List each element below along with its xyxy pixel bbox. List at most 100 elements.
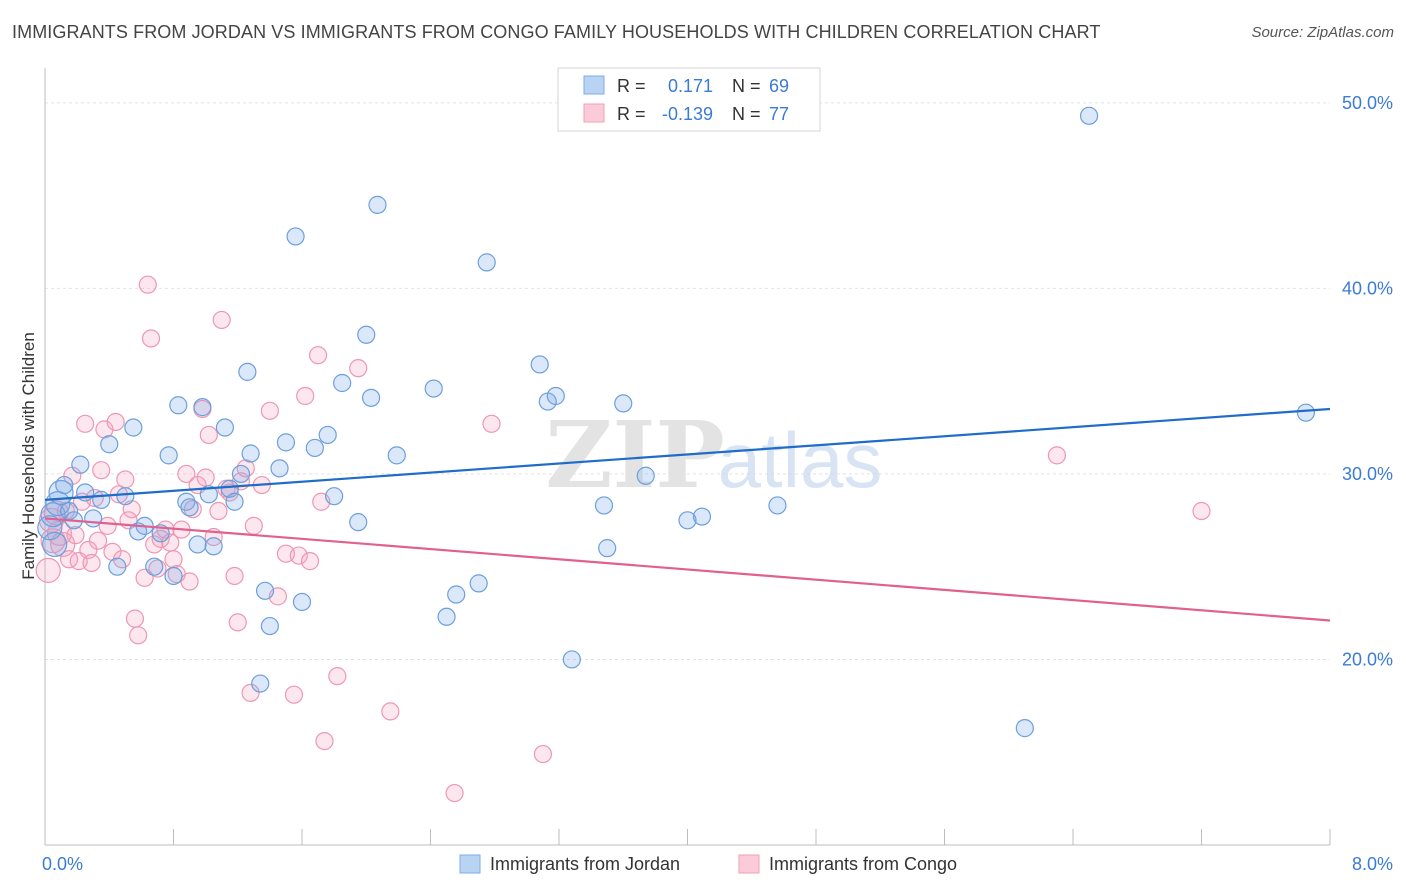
jordan-point xyxy=(116,487,135,506)
congo-point xyxy=(98,516,117,535)
congo-point xyxy=(209,501,228,521)
congo-point xyxy=(289,546,308,565)
jordan-point xyxy=(100,435,119,454)
congo-point xyxy=(315,731,334,751)
congo-point xyxy=(106,412,125,432)
congo-point xyxy=(241,683,260,702)
x-tick-labels: 0.0% 8.0% xyxy=(42,854,1393,874)
congo-point xyxy=(300,552,320,571)
jordan-point xyxy=(286,227,305,246)
jordan-point xyxy=(251,674,270,693)
congo-point xyxy=(533,744,553,764)
jordan-point xyxy=(225,492,244,511)
trend-lines xyxy=(44,407,1331,622)
jordan-point xyxy=(255,581,275,600)
y-tick-label: 50.0% xyxy=(1342,93,1393,113)
x-tick-label: 0.0% xyxy=(42,854,83,874)
jordan-point xyxy=(231,464,251,484)
congo-point xyxy=(148,559,167,578)
congo-point xyxy=(381,702,400,721)
jordan-point xyxy=(1296,403,1316,422)
y-tick-label: 20.0% xyxy=(1342,649,1393,669)
congo-point xyxy=(284,685,304,704)
legend-label-jordan: Immigrants from Jordan xyxy=(490,854,680,874)
congo-point xyxy=(183,500,202,519)
jordan-point xyxy=(1015,719,1034,738)
congo-point xyxy=(260,401,279,420)
jordan-point xyxy=(546,386,565,406)
stats-r-value-jordan: 0.171 xyxy=(668,76,713,96)
source-credit: Source: ZipAtlas.com xyxy=(1251,24,1394,41)
jordan-point xyxy=(180,498,199,517)
jordan-points xyxy=(37,106,1316,738)
jordan-point xyxy=(349,513,368,532)
jordan-point xyxy=(193,398,212,417)
jordan-point xyxy=(692,507,712,526)
jordan-point xyxy=(477,253,496,272)
congo-point xyxy=(199,425,218,445)
jordan-point xyxy=(159,446,178,465)
congo-point xyxy=(92,461,111,480)
jordan-point xyxy=(1079,106,1099,125)
jordan-point xyxy=(305,438,324,458)
congo-point xyxy=(228,613,247,632)
jordan-point xyxy=(368,195,387,214)
jordan-point xyxy=(424,379,443,398)
jordan-trend-line xyxy=(44,407,1331,501)
congo-point xyxy=(196,468,215,487)
axes xyxy=(44,68,1331,846)
jordan-point xyxy=(241,444,260,463)
legend-swatch-congo xyxy=(738,854,760,874)
jordan-point xyxy=(361,388,381,407)
jordan-point xyxy=(292,592,312,612)
jordan-point xyxy=(238,362,257,381)
jordan-point xyxy=(199,485,218,504)
stats-r-label-jordan: R = xyxy=(617,76,646,96)
stats-swatch-congo xyxy=(583,103,605,123)
congo-point xyxy=(138,275,157,294)
jordan-point xyxy=(562,650,581,669)
watermark-atlas: atlas xyxy=(718,416,883,504)
x-tick-label: 8.0% xyxy=(1352,854,1393,874)
stats-r-value-congo: -0.139 xyxy=(662,104,713,124)
jordan-point xyxy=(42,531,68,558)
jordan-point xyxy=(177,492,196,511)
jordan-point xyxy=(260,616,279,636)
congo-point xyxy=(482,414,501,433)
congo-point xyxy=(445,783,464,803)
jordan-point xyxy=(169,396,188,415)
congo-point xyxy=(212,310,231,330)
y-tick-label: 40.0% xyxy=(1342,278,1393,298)
stats-n-value-congo: 77 xyxy=(769,104,789,124)
jordan-point xyxy=(204,537,223,556)
congo-point xyxy=(82,553,101,573)
congo-point xyxy=(88,531,108,550)
y-axis-label: Family Households with Children xyxy=(19,332,38,580)
jordan-point xyxy=(318,425,337,445)
jordan-point xyxy=(55,475,74,495)
congo-point xyxy=(180,572,199,591)
jordan-point xyxy=(71,455,90,474)
stats-n-label-congo: N = xyxy=(732,104,761,124)
chart-title: IMMIGRANTS FROM JORDAN VS IMMIGRANTS FRO… xyxy=(12,22,1101,42)
jordan-point xyxy=(164,566,183,586)
zipatlas-watermark: ZIP atlas xyxy=(545,401,882,509)
jordan-point xyxy=(276,433,296,452)
congo-point xyxy=(141,329,161,348)
congo-point xyxy=(164,550,183,569)
jordan-point xyxy=(84,509,103,528)
y-tick-label: 30.0% xyxy=(1342,464,1393,484)
legend-label-congo: Immigrants from Congo xyxy=(769,854,957,874)
stats-legend: R = 0.171 N = 69 R = -0.139 N = 77 xyxy=(557,67,821,132)
jordan-point xyxy=(469,574,488,593)
series-legend: Immigrants from Jordan Immigrants from C… xyxy=(459,854,957,874)
jordan-point xyxy=(357,325,376,344)
jordan-point xyxy=(124,418,143,437)
congo-point xyxy=(66,526,85,545)
congo-point xyxy=(308,346,328,365)
congo-point xyxy=(76,414,95,433)
jordan-point xyxy=(614,394,633,413)
stats-swatch-jordan xyxy=(583,75,605,95)
jordan-point xyxy=(437,607,456,626)
congo-point xyxy=(125,609,145,628)
